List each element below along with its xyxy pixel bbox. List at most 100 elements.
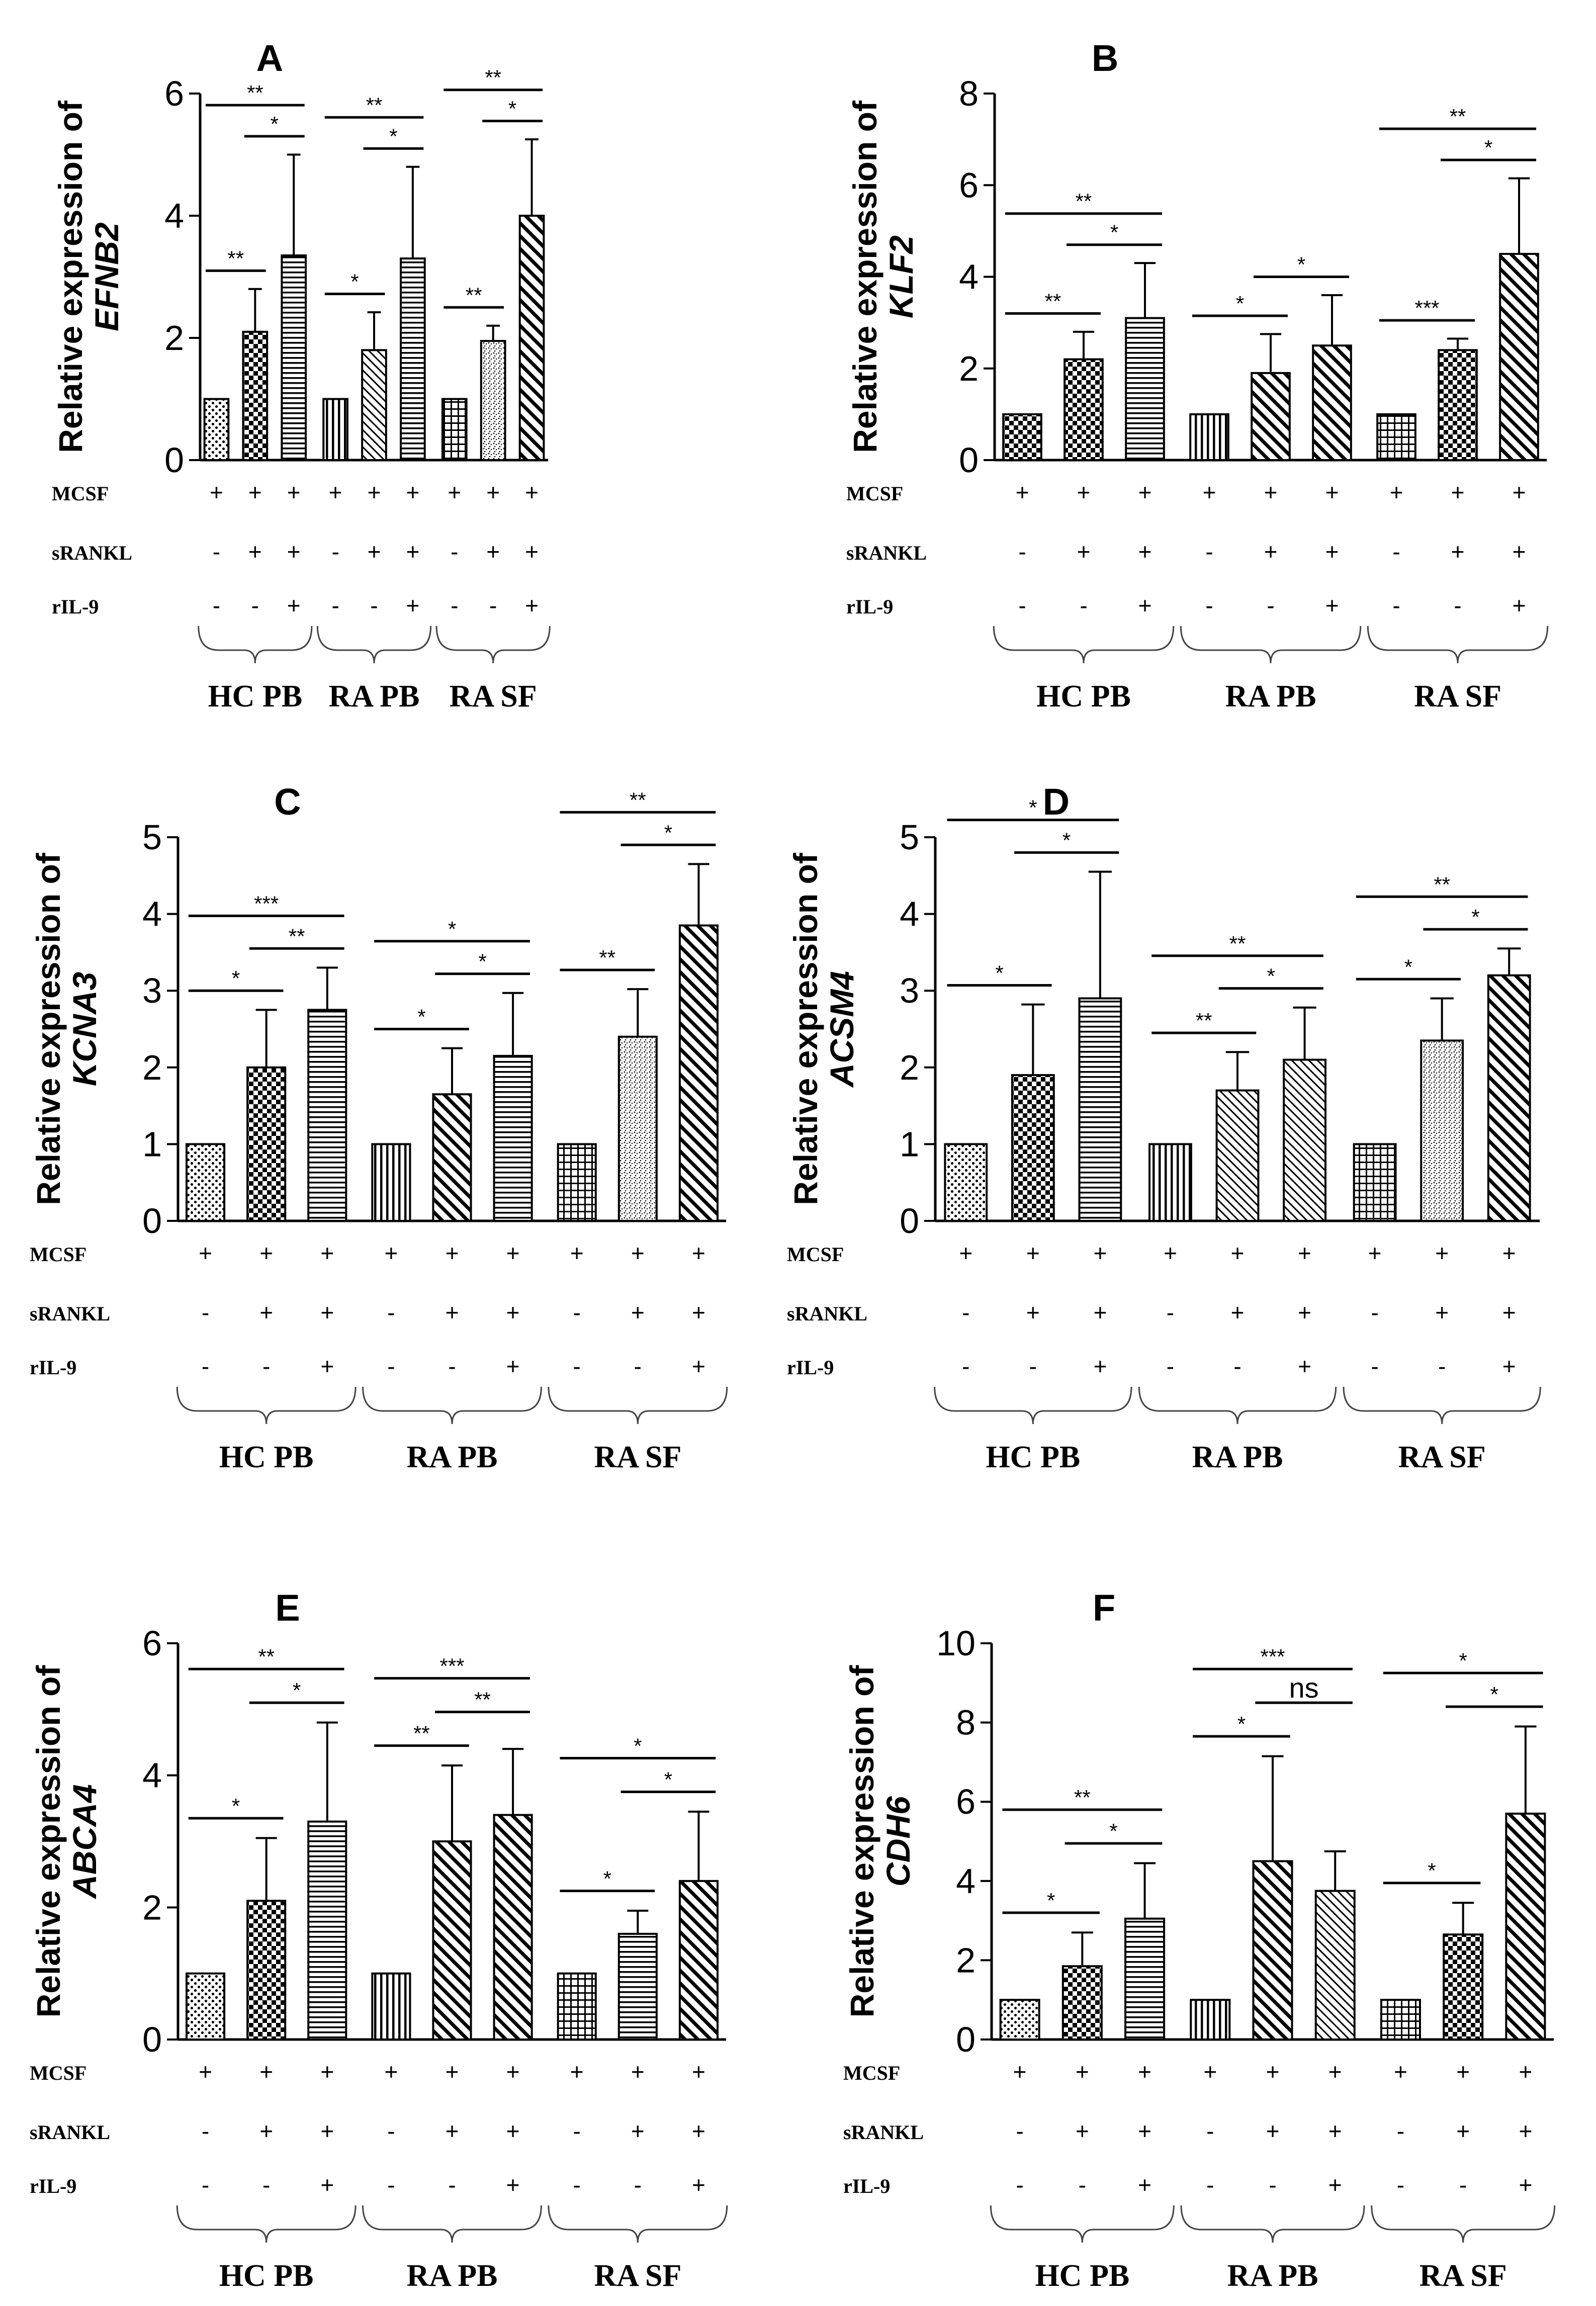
bar xyxy=(322,398,348,461)
significance-label: * xyxy=(350,270,359,294)
significance-label: ns xyxy=(1289,1672,1319,1704)
y-axis-label-gene: KCNA3 xyxy=(66,972,103,1086)
group-bracket xyxy=(934,1386,1132,1425)
group-bracket xyxy=(362,2205,542,2243)
y-tick-label: 0 xyxy=(959,440,979,480)
y-tick-label: 4 xyxy=(142,895,162,934)
condition-sign: + xyxy=(1298,1353,1311,1379)
bar xyxy=(186,1972,226,2041)
group-label: RA SF xyxy=(594,2259,681,2293)
condition-sign: + xyxy=(384,2059,398,2085)
group-bracket xyxy=(176,1386,357,1425)
condition-sign: + xyxy=(692,2118,705,2144)
bar xyxy=(186,1143,226,1222)
y-tick-label: 2 xyxy=(900,1048,919,1087)
significance-label: ** xyxy=(413,1722,430,1745)
panel-label: A xyxy=(256,37,283,79)
condition-sign: + xyxy=(446,2059,459,2085)
group-label: HC PB xyxy=(208,679,302,714)
group-label: RA SF xyxy=(594,1440,681,1474)
significance-label: * xyxy=(1459,1649,1467,1672)
group-bracket xyxy=(362,1386,542,1425)
condition-sign: + xyxy=(1138,2059,1151,2085)
group-bracket xyxy=(548,2205,728,2243)
bar xyxy=(1190,1999,1231,2041)
significance-label: ** xyxy=(1229,932,1246,955)
panel-label: E xyxy=(275,1587,300,1629)
condition-sign: + xyxy=(486,539,500,565)
significance-label: ** xyxy=(466,283,482,307)
condition-sign: + xyxy=(210,479,223,505)
group-bracket xyxy=(993,626,1175,664)
significance-label: * xyxy=(271,112,279,136)
significance-label: ** xyxy=(1074,1786,1091,1809)
group-label: RA SF xyxy=(1420,2259,1507,2293)
y-axis-label-prefix: Relative expression of xyxy=(787,852,824,1205)
significance-label: * xyxy=(1237,1712,1246,1736)
condition-sign: + xyxy=(692,2059,705,2085)
y-tick-label: 2 xyxy=(959,349,979,388)
condition-sign: - xyxy=(451,592,458,618)
row-label-mcsf: MCSF xyxy=(787,1243,844,1266)
condition-sign: - xyxy=(1371,1299,1378,1325)
condition-sign: + xyxy=(329,479,342,505)
condition-sign: - xyxy=(202,2118,209,2144)
significance-label: ** xyxy=(1196,1009,1212,1032)
condition-sign: - xyxy=(634,2172,642,2198)
condition-sign: + xyxy=(199,2059,212,2085)
condition-sign: - xyxy=(1392,592,1400,618)
condition-sign: - xyxy=(1459,2172,1467,2198)
y-tick-label: 2 xyxy=(956,1940,976,1980)
row-label-mcsf: MCSF xyxy=(30,2062,86,2084)
y-tick-label: 5 xyxy=(900,818,919,857)
bar xyxy=(441,398,468,461)
condition-sign: - xyxy=(1016,2172,1023,2198)
significance-label: * xyxy=(1297,253,1305,277)
bar xyxy=(281,254,307,461)
significance-label: * xyxy=(448,917,456,941)
condition-sign: + xyxy=(1138,592,1152,618)
condition-sign: + xyxy=(1451,539,1465,565)
condition-sign: + xyxy=(1138,2172,1151,2198)
bar xyxy=(1283,1058,1326,1222)
significance-label: ** xyxy=(289,924,305,948)
condition-sign: + xyxy=(1502,1240,1516,1266)
y-tick-label: 4 xyxy=(164,196,184,235)
condition-sign: + xyxy=(1456,2118,1470,2144)
condition-sign: + xyxy=(1298,1240,1311,1266)
condition-sign: + xyxy=(506,1353,520,1379)
condition-sign: - xyxy=(213,592,220,618)
condition-sign: + xyxy=(287,592,301,618)
y-axis-label: Relative expression ofEFNB2 xyxy=(52,100,125,453)
condition-sign: + xyxy=(1026,1299,1040,1325)
significance-label: *** xyxy=(1414,296,1439,320)
row-label-mcsf: MCSF xyxy=(843,2062,900,2084)
condition-sign: + xyxy=(259,1299,273,1325)
y-tick-label: 6 xyxy=(956,1782,976,1821)
condition-sign: - xyxy=(1233,1353,1241,1379)
condition-sign: - xyxy=(370,592,378,618)
significance-label: * xyxy=(232,966,240,990)
y-axis-label: Relative expression ofACSM4 xyxy=(787,852,860,1205)
bar xyxy=(246,1900,287,2041)
condition-sign: + xyxy=(506,1299,520,1325)
row-label-srankl: sRANKL xyxy=(30,2121,110,2144)
bar xyxy=(1061,1965,1103,2041)
significance-label: * xyxy=(417,1005,425,1029)
bar xyxy=(400,257,426,461)
condition-sign: - xyxy=(634,1353,642,1379)
condition-sign: + xyxy=(1026,1240,1040,1266)
condition-sign: + xyxy=(1266,2118,1280,2144)
y-tick-label: 2 xyxy=(142,1048,162,1087)
condition-sign: + xyxy=(1519,2059,1532,2085)
condition-sign: - xyxy=(1029,1353,1037,1379)
bar xyxy=(1443,1933,1484,2041)
y-tick-label: 4 xyxy=(959,257,979,297)
condition-sign: + xyxy=(1325,592,1339,618)
y-axis-label-prefix: Relative expression of xyxy=(843,1665,880,2018)
condition-sign: - xyxy=(213,539,220,565)
group-label: RA PB xyxy=(1225,679,1316,714)
significance-label: * xyxy=(603,1867,611,1891)
